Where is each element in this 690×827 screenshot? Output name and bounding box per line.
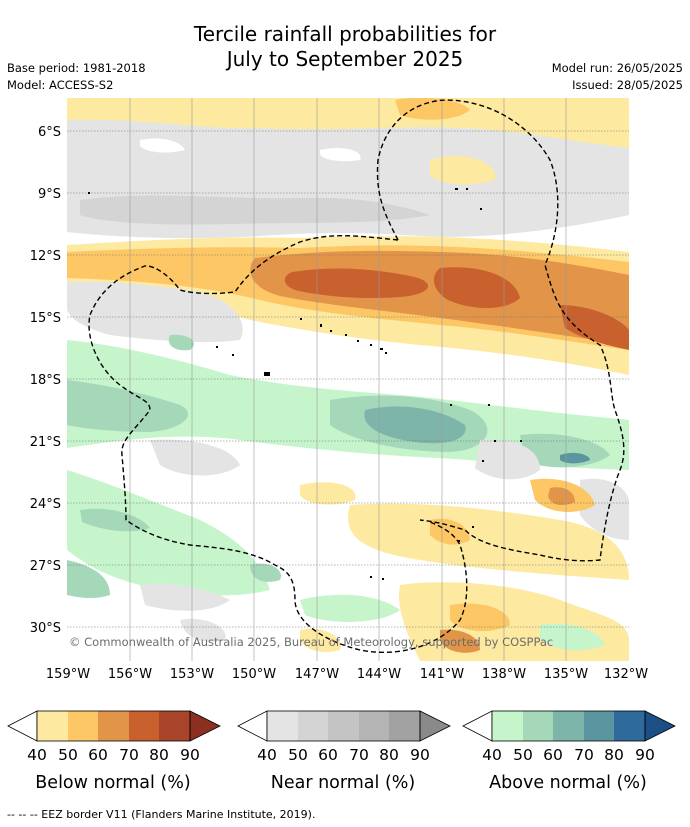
colorbar-min-arrow <box>7 710 38 742</box>
eez-legend-footer: -- -- -- EEZ border V11 (Flanders Marine… <box>7 808 316 821</box>
meta-right: Model run: 26/05/2025 Issued: 28/05/2025 <box>552 60 683 94</box>
lat-label: 27°S <box>30 559 61 574</box>
title-line-1: Tercile rainfall probabilities for <box>193 22 497 46</box>
lat-label: 18°S <box>30 373 61 388</box>
cb1-tick: 40 <box>257 746 277 764</box>
map-copyright: © Commonwealth of Australia 2025, Bureau… <box>69 635 553 649</box>
colorbar-swatch <box>68 711 98 741</box>
map-title: Tercile rainfall probabilities for July … <box>0 22 690 72</box>
cb1-tick: 70 <box>349 746 369 764</box>
colorbar-label-near: Near normal (%) <box>271 773 416 793</box>
lat-label: 15°S <box>30 311 61 326</box>
cb2-tick: 80 <box>604 746 624 764</box>
lon-label: 141°W <box>420 667 464 682</box>
colorbar-max-arrow <box>189 710 221 742</box>
colorbar-labels: Below normal (%) Near normal (%) Above n… <box>35 773 647 793</box>
cb0-tick: 40 <box>27 746 47 764</box>
cb1-tick: 50 <box>288 746 308 764</box>
colorbar-swatch <box>129 711 159 741</box>
cb2-tick: 50 <box>513 746 533 764</box>
cb0-tick: 70 <box>119 746 139 764</box>
cb1-tick: 60 <box>318 746 338 764</box>
cb2-tick: 70 <box>574 746 594 764</box>
lat-label: 21°S <box>30 435 61 450</box>
colorbar-above-normal <box>462 710 676 742</box>
colorbar-swatch <box>98 711 129 741</box>
meta-left: Base period: 1981-2018 Model: ACCESS-S2 <box>7 60 146 94</box>
cb1-tick: 80 <box>379 746 399 764</box>
colorbar-swatch <box>298 711 328 741</box>
map-field <box>67 98 629 661</box>
cb2-tick: 90 <box>635 746 655 764</box>
colorbar-min-arrow <box>237 710 268 742</box>
lat-label: 6°S <box>38 125 61 140</box>
lon-label: 150°W <box>232 667 276 682</box>
lat-label: 24°S <box>30 497 61 512</box>
lon-label: 138°W <box>482 667 526 682</box>
lat-label: 9°S <box>38 187 61 202</box>
cb0-tick: 80 <box>149 746 169 764</box>
lat-label: 30°S <box>30 621 61 636</box>
colorbar-label-above: Above normal (%) <box>489 773 647 793</box>
colorbar-swatch <box>523 711 553 741</box>
model-run: Model run: 26/05/2025 <box>551 61 683 75</box>
colorbar-label-below: Below normal (%) <box>35 773 190 793</box>
lat-label: 12°S <box>30 249 61 264</box>
colorbar-swatch <box>492 711 523 741</box>
lon-labels: 159°W 156°W 153°W 150°W 147°W 144°W 141°… <box>46 667 648 682</box>
lon-label: 135°W <box>544 667 588 682</box>
cb0-tick: 90 <box>180 746 200 764</box>
colorbar-min-arrow <box>462 710 493 742</box>
cb2-tick: 60 <box>543 746 563 764</box>
colorbar-swatch <box>159 711 190 741</box>
lat-labels: 6°S 9°S 12°S 15°S 18°S 21°S 24°S 27°S 30… <box>30 125 61 636</box>
cb0-tick: 50 <box>58 746 78 764</box>
lon-label: 159°W <box>46 667 90 682</box>
islands <box>88 188 522 580</box>
cb0-tick: 60 <box>88 746 108 764</box>
colorbar-below-normal <box>7 710 221 742</box>
colorbar-swatch <box>389 711 420 741</box>
colorbar-near-normal <box>237 710 451 742</box>
cb2-tick: 40 <box>482 746 502 764</box>
lon-label: 147°W <box>295 667 339 682</box>
model-name: Model: ACCESS-S2 <box>7 78 114 92</box>
colorbar-swatch <box>553 711 584 741</box>
meridians <box>129 98 567 661</box>
issued-date: Issued: 28/05/2025 <box>572 78 683 92</box>
title-line-2: July to September 2025 <box>226 47 464 71</box>
colorbar-swatch <box>584 711 614 741</box>
gridlines <box>67 130 629 628</box>
colorbar-max-arrow <box>644 710 676 742</box>
colorbar-swatch <box>267 711 298 741</box>
lon-label: 132°W <box>604 667 648 682</box>
colorbar-swatch <box>359 711 389 741</box>
base-period: Base period: 1981-2018 <box>7 61 146 75</box>
colorbar-swatch <box>37 711 68 741</box>
colorbar-ticks: 40 50 60 70 80 90 40 50 60 70 80 90 40 5… <box>27 746 655 764</box>
cb1-tick: 90 <box>410 746 430 764</box>
eez-borders <box>88 99 625 654</box>
colorbar-swatch <box>328 711 359 741</box>
lon-label: 153°W <box>170 667 214 682</box>
lon-label: 144°W <box>357 667 401 682</box>
colorbar-max-arrow <box>419 710 451 742</box>
lon-label: 156°W <box>108 667 152 682</box>
colorbar-swatch <box>614 711 645 741</box>
